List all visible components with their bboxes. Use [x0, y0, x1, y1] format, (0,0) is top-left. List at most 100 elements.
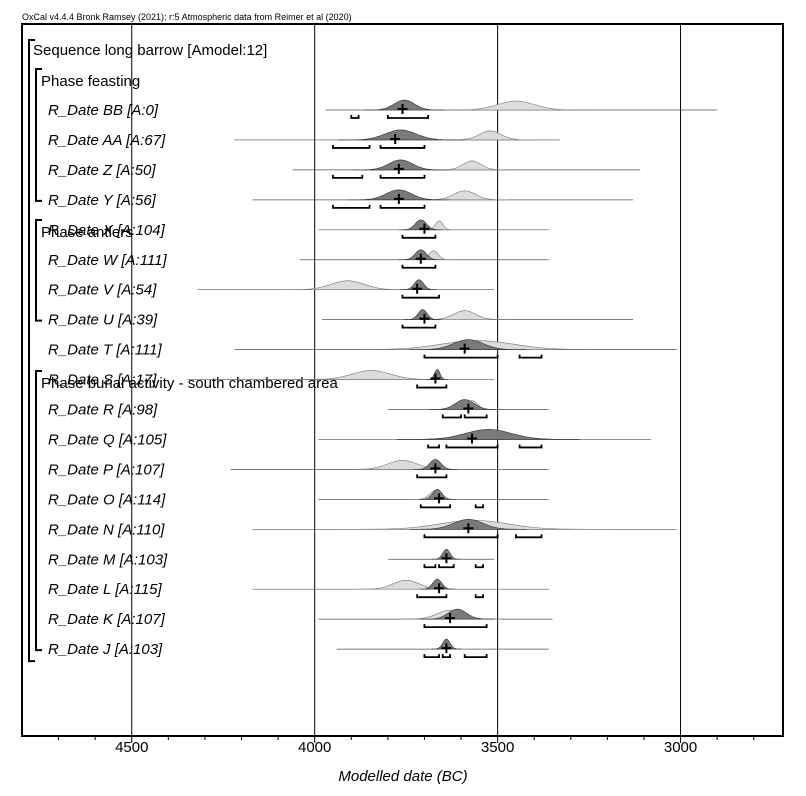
hpd-range-bracket	[518, 354, 543, 359]
posterior-distribution	[403, 309, 442, 320]
date-row: R_Date Z [A:50]	[48, 159, 641, 179]
grid-lines	[131, 24, 682, 736]
hpd-range-bracket	[438, 564, 455, 569]
posterior-distribution	[409, 339, 527, 350]
median-marker	[419, 223, 430, 234]
posterior-distribution	[420, 608, 495, 620]
date-row: R_Date J [A:103]	[48, 638, 549, 658]
phase-label-2: Phase antlers	[41, 224, 133, 241]
posterior-distribution	[398, 219, 443, 231]
prior-distribution	[446, 130, 535, 141]
sequence-bracket	[28, 39, 35, 663]
date-row: R_Date V [A:54]	[48, 279, 494, 299]
date-row: R_Date P [A:107]	[48, 459, 549, 478]
hpd-range-bracket	[416, 594, 448, 599]
hpd-range-bracket	[423, 654, 440, 658]
hpd-range-bracket	[332, 174, 364, 179]
hpd-range-bracket	[401, 264, 437, 269]
date-row: R_Date R [A:98]	[48, 399, 549, 419]
hpd-range-bracket	[474, 504, 484, 509]
date-label: R_Date M [A:103]	[48, 551, 168, 568]
phase-label-1: Phase feasting	[41, 73, 140, 90]
hpd-range-bracket	[427, 444, 440, 449]
hpd-range-bracket	[401, 294, 440, 299]
posterior-distribution	[425, 369, 449, 380]
date-label: R_Date K [A:107]	[48, 611, 166, 628]
median-marker	[434, 493, 445, 504]
date-label: R_Date W [A:111]	[48, 252, 167, 269]
posterior-distribution	[396, 429, 581, 440]
date-label: R_Date S [A:17]	[48, 372, 157, 389]
prior-distribution	[281, 280, 414, 290]
date-label: R_Date U [A:39]	[48, 312, 158, 329]
date-label: R_Date P [A:107]	[48, 461, 165, 478]
date-row: R_Date O [A:114]	[48, 488, 549, 509]
median-marker	[397, 104, 408, 114]
chart-credit: OxCal v4.4.4 Bronk Ramsey (2021); r:5 At…	[22, 12, 352, 22]
plot-frame	[21, 23, 784, 737]
hpd-range-bracket	[515, 534, 543, 539]
median-marker	[459, 343, 470, 354]
posterior-distribution	[353, 159, 449, 171]
date-label: R_Date V [A:54]	[48, 282, 157, 299]
x-tick-label-3500: 3500	[481, 739, 514, 756]
hpd-range-bracket	[416, 474, 448, 479]
brackets	[28, 39, 42, 663]
posterior-distribution	[418, 578, 456, 590]
median-marker	[463, 523, 474, 534]
date-row: R_Date N [A:110]	[48, 518, 677, 539]
hpd-range-bracket	[332, 204, 371, 209]
phase-bracket-3	[35, 370, 42, 652]
date-label: R_Date J [A:103]	[48, 641, 163, 658]
hpd-range-bracket	[463, 654, 488, 658]
date-label: R_Date O [A:114]	[48, 491, 166, 508]
x-tick-label-3000: 3000	[664, 739, 697, 756]
date-rows: Phase feasting R_Date BB [A:0] R_Date AA […	[41, 73, 718, 658]
phase-bracket-1	[35, 68, 42, 202]
hpd-range-bracket	[518, 444, 543, 449]
hpd-range-bracket	[423, 624, 488, 629]
median-marker	[463, 403, 474, 414]
posterior-distribution	[428, 399, 502, 410]
hpd-range-bracket	[386, 115, 430, 119]
median-marker	[434, 583, 445, 594]
date-row: R_Date Q [A:105]	[48, 429, 652, 449]
hpd-range-bracket	[379, 204, 426, 209]
hpd-range-bracket	[416, 384, 448, 389]
date-label: R_Date Y [A:56]	[48, 192, 157, 209]
hpd-range-bracket	[379, 174, 426, 179]
hpd-range-bracket	[441, 414, 462, 419]
posterior-distribution	[364, 99, 445, 111]
x-axis: 4500 4000 3500 3000	[58, 736, 755, 756]
date-label: R_Date Q [A:105]	[48, 431, 167, 448]
median-marker	[441, 643, 452, 654]
sequence-label: Sequence long barrow [Amodel:12]	[33, 42, 267, 59]
median-marker	[415, 253, 426, 264]
hpd-range-bracket	[423, 354, 499, 359]
prior-distribution	[420, 190, 509, 201]
hpd-range-bracket	[445, 444, 499, 449]
hpd-range-bracket	[401, 234, 437, 239]
date-row: R_Date Y [A:56]	[48, 189, 633, 209]
date-label: R_Date T [A:111]	[48, 342, 162, 359]
date-row: R_Date L [A:115]	[48, 578, 549, 599]
median-marker	[445, 613, 456, 624]
posterior-distribution	[400, 279, 438, 290]
hpd-range-bracket	[474, 564, 484, 569]
date-label: R_Date N [A:110]	[48, 521, 165, 538]
hpd-range-bracket	[419, 504, 451, 509]
date-row: R_Date X [A:104]	[48, 219, 549, 239]
date-row: R_Date AA [A:67]	[48, 129, 560, 149]
hpd-range-bracket	[474, 594, 484, 599]
date-label: R_Date Z [A:50]	[48, 162, 156, 179]
hpd-range-bracket	[332, 144, 371, 149]
date-label: R_Date R [A:98]	[48, 402, 158, 419]
x-tick-label-4000: 4000	[298, 739, 331, 756]
x-axis-label: Modelled date (BC)	[338, 768, 468, 785]
median-marker	[441, 553, 452, 564]
date-label: R_Date AA [A:67]	[48, 132, 166, 149]
date-row: R_Date S [A:17]	[48, 369, 494, 389]
posterior-distribution	[337, 129, 464, 141]
date-row: R_Date T [A:111]	[48, 339, 677, 359]
date-label: R_Date BB [A:0]	[48, 102, 159, 119]
